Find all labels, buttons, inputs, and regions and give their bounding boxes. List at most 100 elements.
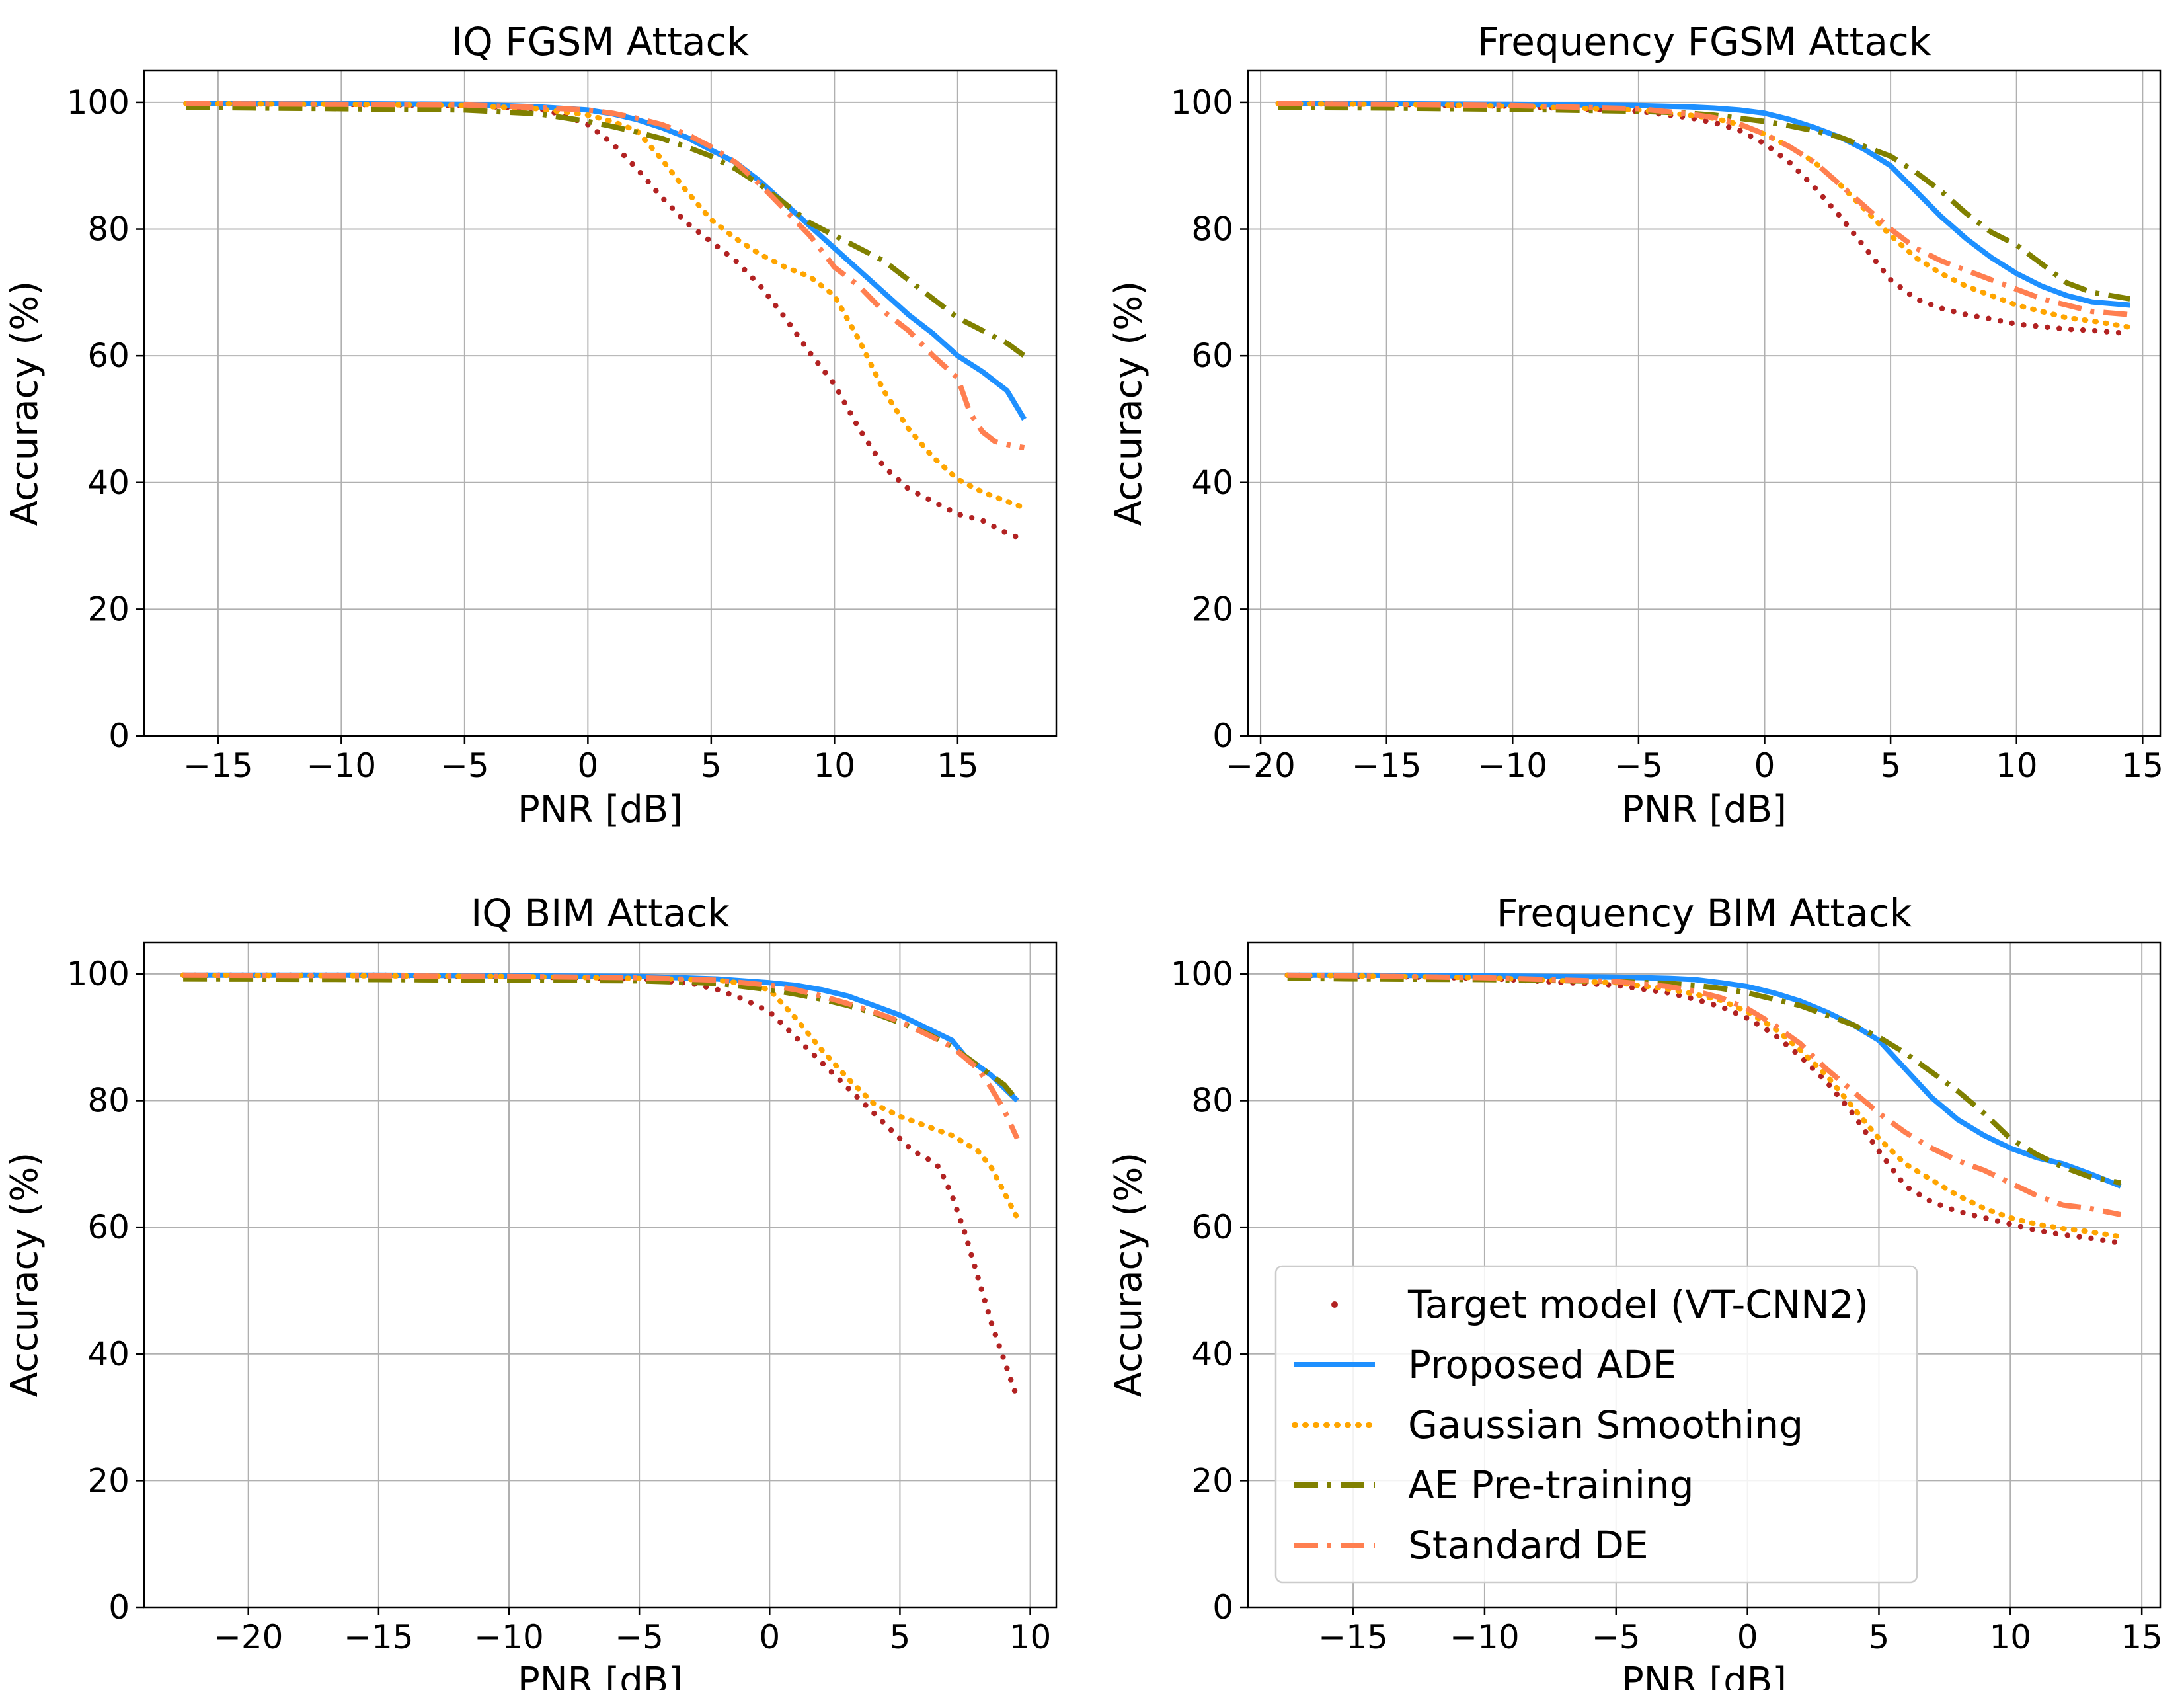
data-point <box>1906 291 1913 298</box>
data-point <box>915 491 921 497</box>
data-point <box>945 1184 951 1190</box>
data-point <box>988 1320 995 1326</box>
data-point <box>769 1011 775 1017</box>
y-tick-label: 80 <box>1191 1082 1233 1120</box>
series-group <box>1284 972 2124 1245</box>
data-point <box>1917 298 1923 303</box>
data-point <box>1916 1191 1922 1197</box>
x-tick-label: −5 <box>440 746 489 785</box>
data-point <box>1777 153 1783 159</box>
data-point <box>847 410 853 416</box>
data-point <box>1768 145 1774 151</box>
legend-swatch <box>1331 1301 1338 1308</box>
panel-title: IQ FGSM Attack <box>451 19 749 64</box>
y-axis-label: Accuracy (%) <box>3 281 46 526</box>
data-point <box>969 514 975 521</box>
data-point <box>787 321 793 328</box>
data-point <box>1951 308 1957 315</box>
data-point <box>1891 1168 1896 1174</box>
x-tick-label: 15 <box>2122 746 2164 785</box>
y-tick-label: 20 <box>1191 1461 1233 1500</box>
data-point <box>820 1061 826 1066</box>
y-tick-label: 100 <box>1171 955 1233 993</box>
y-axis-label: Accuracy (%) <box>1107 281 1150 526</box>
panel-iq-fgsm-attack: −15 −10 −5 0 5 10 15 0 20 40 60 80 100 IQ FGSM Attack… <box>3 19 1058 831</box>
data-point <box>758 284 764 290</box>
x-tick-label: −15 <box>1352 746 1422 785</box>
y-tick-label: 80 <box>1191 210 1233 249</box>
y-tick-label: 60 <box>1191 1208 1233 1246</box>
data-point <box>1858 239 1864 246</box>
data-point <box>1787 159 1793 166</box>
data-point <box>1997 318 2004 324</box>
data-point <box>2045 324 2050 331</box>
data-point <box>1928 302 1934 307</box>
legend-item: AE Pre-training <box>1294 1463 1694 1508</box>
data-point <box>1971 1213 1978 1219</box>
data-point <box>1764 1027 1770 1033</box>
y-tick-label: 20 <box>87 1461 130 1500</box>
data-point <box>678 214 683 220</box>
data-point <box>980 518 986 524</box>
y-tick-label: 80 <box>87 1082 130 1120</box>
data-point <box>1629 985 1635 990</box>
data-point <box>1826 1082 1832 1088</box>
data-point <box>968 1252 974 1258</box>
axes-frame <box>143 69 1058 737</box>
series-group <box>183 101 1027 540</box>
data-point <box>1937 1202 1943 1208</box>
data-point <box>2091 327 2098 334</box>
panel-title: Frequency FGSM Attack <box>1477 19 1931 64</box>
data-point <box>1737 128 1743 134</box>
y-tick-label: 60 <box>87 1208 130 1246</box>
data-point <box>1688 995 1694 1001</box>
data-point <box>1983 1215 1989 1221</box>
data-point <box>1011 1388 1018 1394</box>
x-tick-label: 0 <box>577 746 598 785</box>
legend-item: Proposed ADE <box>1294 1342 1676 1387</box>
x-tick-label: −20 <box>1226 746 1296 785</box>
data-point <box>1865 249 1871 255</box>
data-point <box>1758 139 1764 145</box>
data-point <box>773 303 779 309</box>
x-tick-label: −5 <box>1614 746 1663 785</box>
data-point <box>1726 124 1732 130</box>
data-point <box>1000 1354 1006 1360</box>
data-point <box>1986 315 1992 322</box>
data-point <box>2052 1230 2059 1236</box>
data-point <box>1883 1158 1889 1164</box>
data-point <box>594 129 600 135</box>
data-point <box>742 266 748 273</box>
data-point <box>1004 1365 1010 1371</box>
data-point <box>2068 327 2074 333</box>
data-point <box>2088 1235 2094 1242</box>
x-axis-label: PNR [dB] <box>518 1660 683 1690</box>
data-point <box>878 460 884 467</box>
x-tick-label: 10 <box>1996 746 2038 785</box>
panel-title: IQ BIM Attack <box>471 891 730 936</box>
series-ae-pre-training <box>186 104 1026 358</box>
x-axis-label: PNR [dB] <box>1621 788 1787 831</box>
legend-box <box>1274 1265 1918 1584</box>
data-point <box>1836 212 1842 218</box>
data-point <box>637 169 644 176</box>
series-gaussian-smoothing <box>1284 972 2124 1240</box>
data-point <box>896 477 902 483</box>
data-point <box>2076 1234 2082 1240</box>
data-point <box>1783 1041 1789 1047</box>
data-point <box>2017 1223 2024 1230</box>
axes-frame <box>143 941 1058 1609</box>
axes-frame <box>1247 69 2162 737</box>
data-point <box>1748 133 1754 140</box>
y-tick-label: 20 <box>87 590 130 628</box>
data-point <box>947 507 953 513</box>
x-tick-label: −10 <box>1478 746 1548 785</box>
data-point <box>991 523 997 530</box>
data-point <box>896 1135 903 1141</box>
data-point <box>1703 118 1709 124</box>
data-point <box>985 1309 992 1315</box>
legend-label: Target model (VT-CNN2) <box>1407 1282 1869 1327</box>
data-point <box>2041 1228 2047 1235</box>
y-tick-label: 20 <box>1191 590 1233 628</box>
